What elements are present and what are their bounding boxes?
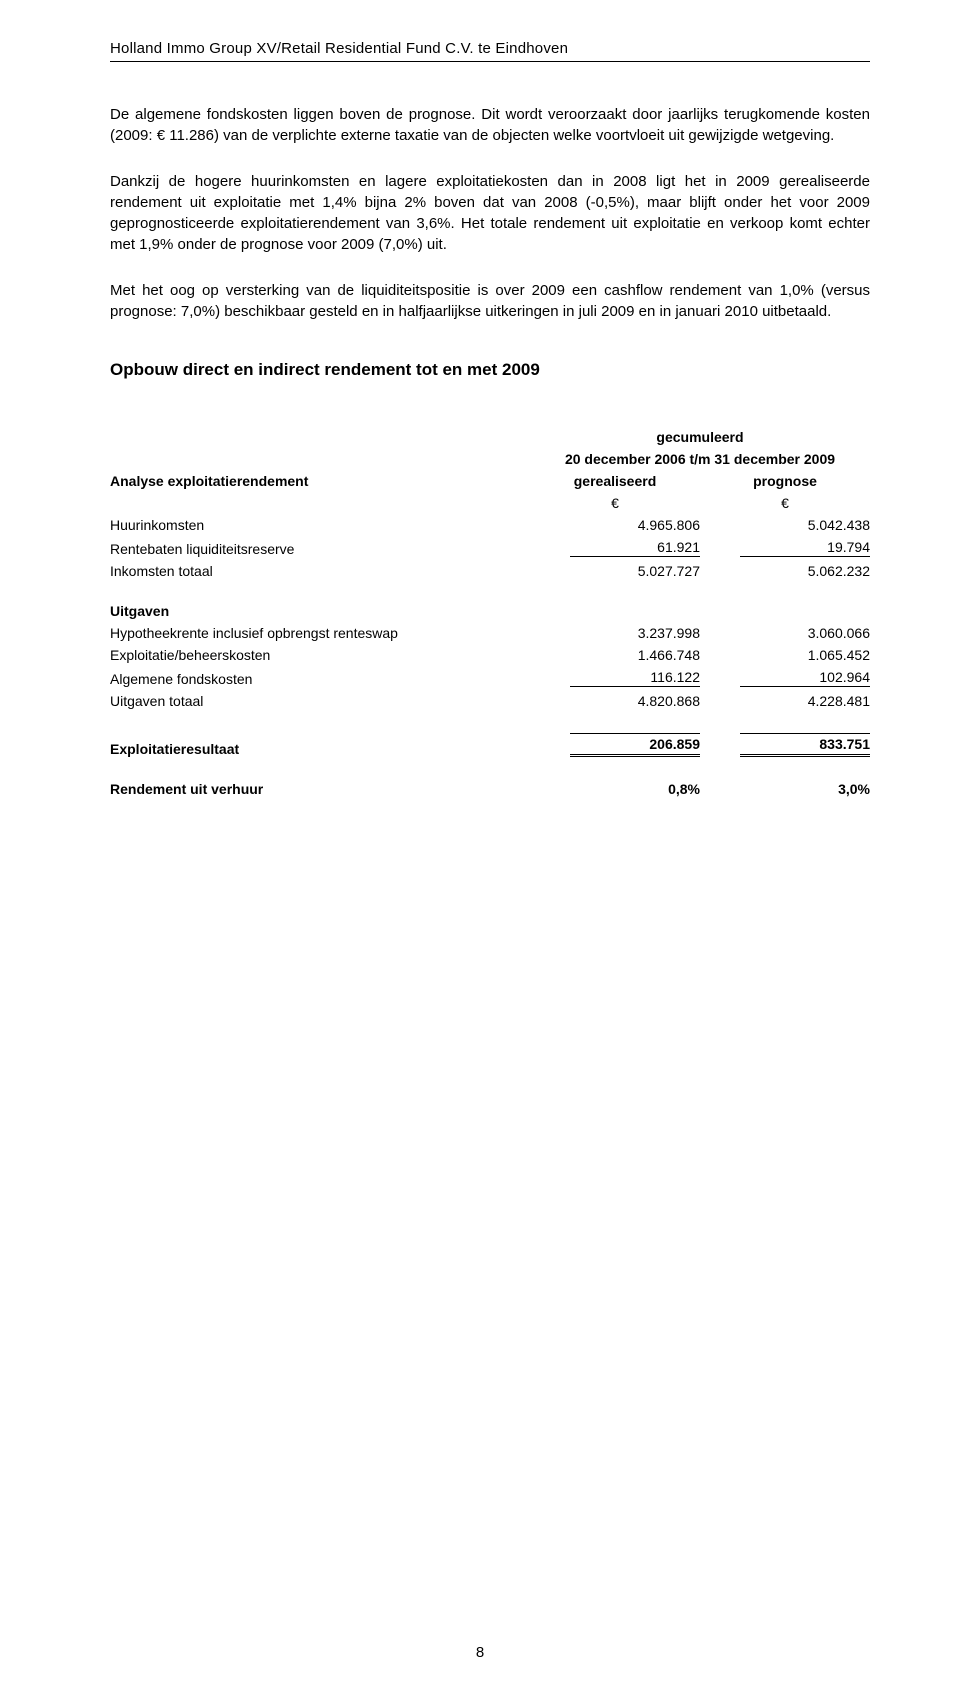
table-head-cols-row: Analyse exploitatierendement gerealiseer…	[110, 470, 870, 492]
cell-label: Algemene fondskosten	[110, 666, 530, 690]
row-algemene: Algemene fondskosten 116.122 102.964	[110, 666, 870, 690]
row-exploitatieresultaat: Exploitatieresultaat 206.859 833.751	[110, 730, 870, 760]
row-exploitatie: Exploitatie/beheerskosten 1.466.748 1.06…	[110, 644, 870, 666]
cell-label: Uitgaven totaal	[110, 690, 530, 712]
cell-label: Exploitatie/beheerskosten	[110, 644, 530, 666]
cell-v2: 102.964	[700, 666, 870, 690]
document-page: Holland Immo Group XV/Retail Residential…	[0, 0, 960, 1691]
cell-v2: 3,0%	[700, 778, 870, 800]
col-gerealiseerd: gerealiseerd	[530, 470, 700, 492]
table-head-period-row: 20 december 2006 t/m 31 december 2009	[110, 448, 870, 470]
cell-v2: 3.060.066	[700, 622, 870, 644]
table-euro-row: € €	[110, 492, 870, 514]
cell-v2: 5.042.438	[700, 514, 870, 536]
cell-v2: 19.794	[700, 536, 870, 560]
row-rentebaten: Rentebaten liquiditeitsreserve 61.921 19…	[110, 536, 870, 560]
paragraph-1: De algemene fondskosten liggen boven de …	[110, 104, 870, 147]
cell-v2: 4.228.481	[700, 690, 870, 712]
header-rule	[110, 61, 870, 62]
analyse-label: Analyse exploitatierendement	[110, 470, 530, 492]
cell-v1: 0,8%	[530, 778, 700, 800]
cell-label: Inkomsten totaal	[110, 560, 530, 582]
euro-symbol-2: €	[700, 492, 870, 514]
row-uitgaven-head: Uitgaven	[110, 600, 870, 622]
cell-v2: 1.065.452	[700, 644, 870, 666]
spacer	[110, 582, 870, 600]
cell-v1: 4.965.806	[530, 514, 700, 536]
cell-label: Huurinkomsten	[110, 514, 530, 536]
cell-label: Rendement uit verhuur	[110, 778, 530, 800]
head-period: 20 december 2006 t/m 31 december 2009	[530, 448, 870, 470]
section-heading: Opbouw direct en indirect rendement tot …	[110, 360, 870, 380]
euro-symbol-1: €	[530, 492, 700, 514]
row-huurinkomsten: Huurinkomsten 4.965.806 5.042.438	[110, 514, 870, 536]
cell-v1: 4.820.868	[530, 690, 700, 712]
cell-v2: 5.062.232	[700, 560, 870, 582]
row-inkomsten-totaal: Inkomsten totaal 5.027.727 5.062.232	[110, 560, 870, 582]
col-prognose: prognose	[700, 470, 870, 492]
paragraph-3: Met het oog op versterking van de liquid…	[110, 280, 870, 323]
spacer	[110, 712, 870, 730]
table-head-cumul-row: gecumuleerd	[110, 426, 870, 448]
cell-label: Hypotheekrente inclusief opbrengst rente…	[110, 622, 530, 644]
cell-v1: 1.466.748	[530, 644, 700, 666]
cell-v1: 5.027.727	[530, 560, 700, 582]
page-header-title: Holland Immo Group XV/Retail Residential…	[110, 40, 870, 57]
paragraph-2: Dankzij de hogere huurinkomsten en lager…	[110, 171, 870, 256]
cell-label: Exploitatieresultaat	[110, 730, 530, 760]
row-rendement: Rendement uit verhuur 0,8% 3,0%	[110, 778, 870, 800]
row-uitgaven-totaal: Uitgaven totaal 4.820.868 4.228.481	[110, 690, 870, 712]
spacer	[110, 760, 870, 778]
cell-v1: 116.122	[530, 666, 700, 690]
page-number: 8	[0, 1644, 960, 1661]
cell-label: Uitgaven	[110, 600, 530, 622]
cell-v2: 833.751	[700, 730, 870, 760]
row-hypotheek: Hypotheekrente inclusief opbrengst rente…	[110, 622, 870, 644]
head-cumul: gecumuleerd	[530, 426, 870, 448]
cell-v1: 3.237.998	[530, 622, 700, 644]
cell-v1: 206.859	[530, 730, 700, 760]
cell-label: Rentebaten liquiditeitsreserve	[110, 536, 530, 560]
cell-v1: 61.921	[530, 536, 700, 560]
financial-table: gecumuleerd 20 december 2006 t/m 31 dece…	[110, 426, 870, 800]
